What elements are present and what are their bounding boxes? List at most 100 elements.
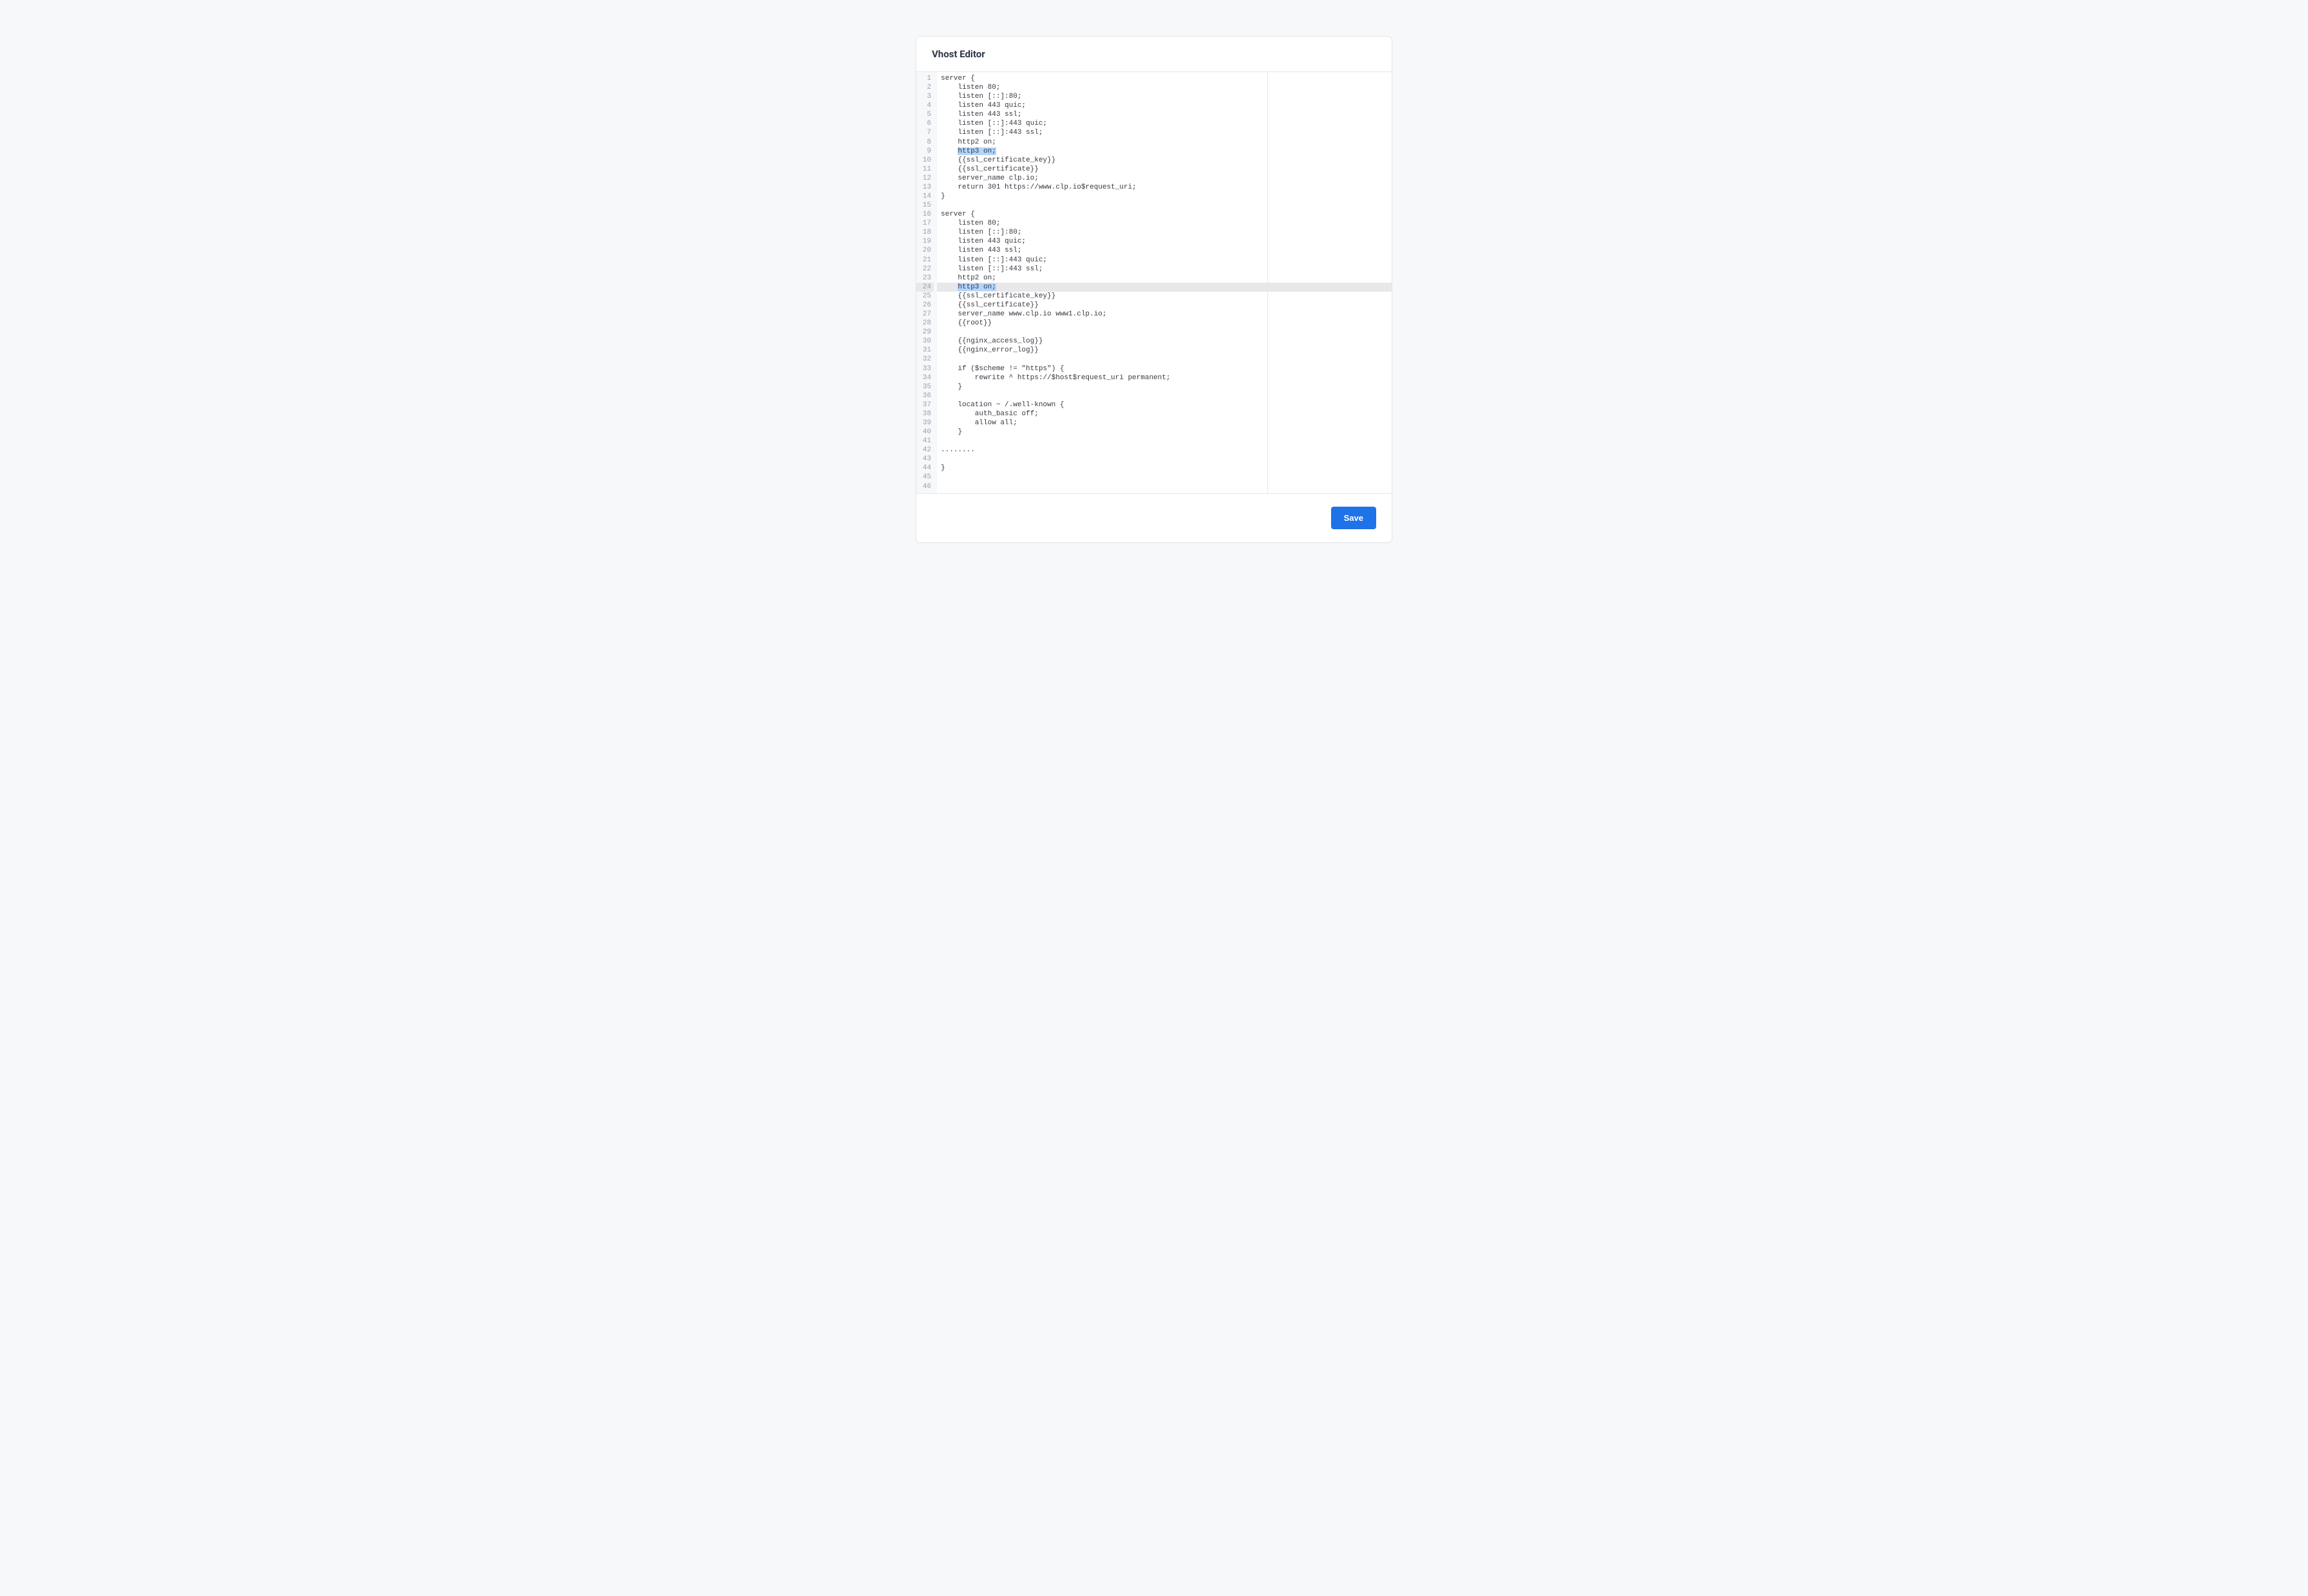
line-number: 1 bbox=[916, 74, 934, 83]
code-line[interactable]: listen [::]:80; bbox=[937, 228, 1392, 237]
code-line[interactable]: listen 80; bbox=[937, 83, 1392, 92]
card-footer: Save bbox=[916, 493, 1392, 542]
card-title: Vhost Editor bbox=[932, 48, 1376, 60]
code-line[interactable]: server { bbox=[937, 210, 1392, 219]
line-gutter: 1234567891011121314151617181920212223242… bbox=[916, 72, 937, 493]
line-number: 30 bbox=[916, 337, 934, 346]
save-button[interactable]: Save bbox=[1331, 507, 1376, 529]
vhost-editor-card: Vhost Editor 123456789101112131415161718… bbox=[916, 36, 1392, 543]
code-line[interactable]: listen 80; bbox=[937, 219, 1392, 228]
code-line[interactable]: {{root}} bbox=[937, 319, 1392, 328]
line-number: 10 bbox=[916, 156, 934, 165]
code-area[interactable]: server { listen 80; listen [::]:80; list… bbox=[937, 72, 1392, 493]
line-number: 12 bbox=[916, 174, 934, 183]
line-number: 2 bbox=[916, 83, 934, 92]
code-line[interactable]: listen 443 ssl; bbox=[937, 110, 1392, 119]
code-line[interactable] bbox=[937, 482, 1392, 491]
code-line[interactable]: listen [::]:443 ssl; bbox=[937, 128, 1392, 137]
line-number: 35 bbox=[916, 382, 934, 391]
code-line[interactable] bbox=[937, 328, 1392, 337]
code-line[interactable]: server_name clp.io; bbox=[937, 174, 1392, 183]
code-line[interactable]: ........ bbox=[937, 446, 1392, 455]
line-number: 31 bbox=[916, 346, 934, 355]
code-line[interactable]: server { bbox=[937, 74, 1392, 83]
code-line[interactable] bbox=[937, 355, 1392, 364]
code-line[interactable]: {{nginx_access_log}} bbox=[937, 337, 1392, 346]
code-line[interactable]: } bbox=[937, 192, 1392, 201]
line-number: 19 bbox=[916, 237, 934, 246]
code-line[interactable]: listen [::]:443 quic; bbox=[937, 119, 1392, 128]
line-number: 36 bbox=[916, 391, 934, 400]
code-line[interactable]: listen 443 quic; bbox=[937, 101, 1392, 110]
line-number: 23 bbox=[916, 274, 934, 283]
code-line[interactable] bbox=[937, 437, 1392, 446]
line-number: 13 bbox=[916, 183, 934, 192]
code-line[interactable]: {{ssl_certificate}} bbox=[937, 165, 1392, 174]
line-number: 32 bbox=[916, 355, 934, 364]
editor-divider bbox=[1267, 72, 1268, 493]
line-number: 3 bbox=[916, 92, 934, 101]
code-line[interactable]: http3 on; bbox=[937, 147, 1392, 156]
line-number: 22 bbox=[916, 265, 934, 274]
line-number: 20 bbox=[916, 246, 934, 255]
card-header: Vhost Editor bbox=[916, 37, 1392, 71]
line-number: 28 bbox=[916, 319, 934, 328]
code-line[interactable] bbox=[937, 391, 1392, 400]
code-line[interactable]: listen [::]:443 ssl; bbox=[937, 265, 1392, 274]
code-line[interactable]: http2 on; bbox=[937, 274, 1392, 283]
code-line[interactable]: server_name www.clp.io www1.clp.io; bbox=[937, 310, 1392, 319]
line-number: 41 bbox=[916, 437, 934, 446]
code-line[interactable]: if ($scheme != "https") { bbox=[937, 364, 1392, 373]
code-line[interactable]: allow all; bbox=[937, 418, 1392, 427]
line-number: 33 bbox=[916, 364, 934, 373]
line-number: 9 bbox=[916, 147, 934, 156]
line-number: 6 bbox=[916, 119, 934, 128]
code-line[interactable]: return 301 https://www.clp.io$request_ur… bbox=[937, 183, 1392, 192]
code-line[interactable]: listen [::]:80; bbox=[937, 92, 1392, 101]
code-line[interactable]: listen 443 quic; bbox=[937, 237, 1392, 246]
line-number: 45 bbox=[916, 473, 934, 482]
line-number: 44 bbox=[916, 464, 934, 473]
line-number: 7 bbox=[916, 128, 934, 137]
code-line[interactable]: } bbox=[937, 427, 1392, 437]
line-number: 42 bbox=[916, 446, 934, 455]
code-line[interactable] bbox=[937, 455, 1392, 464]
line-number: 18 bbox=[916, 228, 934, 237]
code-line[interactable]: http3 on; bbox=[937, 283, 1392, 292]
code-line[interactable]: {{ssl_certificate_key}} bbox=[937, 292, 1392, 301]
code-line[interactable]: } bbox=[937, 464, 1392, 473]
line-number: 11 bbox=[916, 165, 934, 174]
code-line[interactable]: location ~ /.well-known { bbox=[937, 400, 1392, 409]
line-number: 43 bbox=[916, 455, 934, 464]
code-editor[interactable]: 1234567891011121314151617181920212223242… bbox=[916, 71, 1392, 493]
code-line[interactable] bbox=[937, 201, 1392, 210]
line-number: 17 bbox=[916, 219, 934, 228]
line-number: 5 bbox=[916, 110, 934, 119]
code-line[interactable]: auth_basic off; bbox=[937, 409, 1392, 418]
code-line[interactable]: {{ssl_certificate_key}} bbox=[937, 156, 1392, 165]
code-line[interactable]: rewrite ^ https://$host$request_uri perm… bbox=[937, 373, 1392, 382]
code-line[interactable]: http2 on; bbox=[937, 138, 1392, 147]
line-number: 27 bbox=[916, 310, 934, 319]
line-number: 24 bbox=[916, 283, 934, 292]
line-number: 34 bbox=[916, 373, 934, 382]
line-number: 29 bbox=[916, 328, 934, 337]
line-number: 39 bbox=[916, 418, 934, 427]
code-line[interactable] bbox=[937, 473, 1392, 482]
line-number: 37 bbox=[916, 400, 934, 409]
line-number: 16 bbox=[916, 210, 934, 219]
line-number: 26 bbox=[916, 301, 934, 310]
line-number: 38 bbox=[916, 409, 934, 418]
line-number: 25 bbox=[916, 292, 934, 301]
code-line[interactable]: {{nginx_error_log}} bbox=[937, 346, 1392, 355]
code-line[interactable]: {{ssl_certificate}} bbox=[937, 301, 1392, 310]
line-number: 21 bbox=[916, 256, 934, 265]
line-number: 8 bbox=[916, 138, 934, 147]
line-number: 14 bbox=[916, 192, 934, 201]
line-number: 15 bbox=[916, 201, 934, 210]
line-number: 4 bbox=[916, 101, 934, 110]
code-line[interactable]: } bbox=[937, 382, 1392, 391]
code-line[interactable]: listen [::]:443 quic; bbox=[937, 256, 1392, 265]
code-line[interactable]: listen 443 ssl; bbox=[937, 246, 1392, 255]
line-number: 46 bbox=[916, 482, 934, 491]
